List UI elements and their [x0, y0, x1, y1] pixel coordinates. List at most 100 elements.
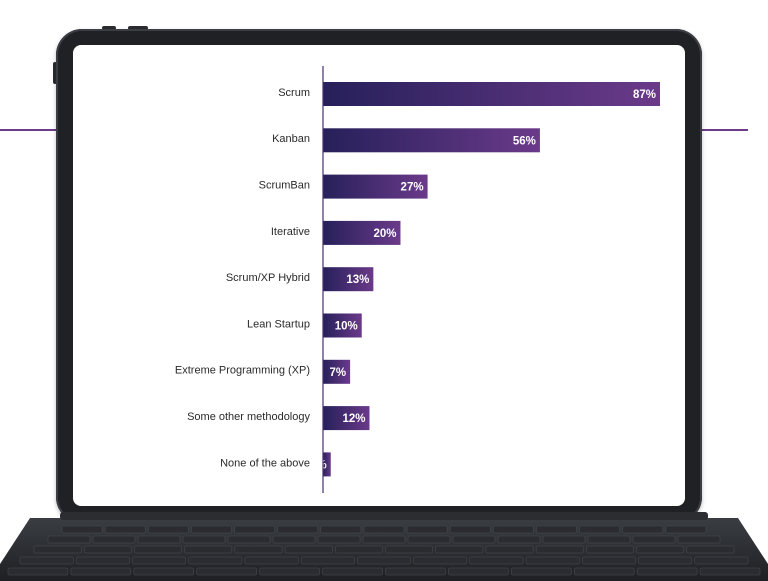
keyboard-key [234, 525, 275, 534]
decorative-line-right [696, 129, 748, 131]
keyboard-key [137, 535, 181, 544]
keyboard-key [277, 525, 319, 534]
keyboard-key [582, 556, 636, 565]
category-label: Kanban [272, 133, 310, 145]
keyboard-hinge [60, 512, 708, 520]
keyboard-key [182, 535, 226, 544]
keyboard-key [148, 525, 189, 534]
keyboard-key [362, 535, 406, 544]
value-label: 13% [346, 274, 369, 286]
keyboard-key [535, 545, 584, 554]
keyboard-key [92, 535, 136, 544]
value-label: 12% [342, 413, 365, 425]
bar [323, 359, 351, 384]
bar [323, 313, 362, 338]
keyboard-key [469, 556, 524, 565]
keyboard-key [134, 545, 182, 554]
keyboard-key [272, 535, 316, 544]
keyboard-key [335, 545, 383, 554]
category-label: Scrum/XP Hybrid [226, 272, 310, 284]
tablet-volume-button [102, 26, 116, 30]
keyboard-key [485, 545, 534, 554]
keyboard [0, 512, 768, 581]
keyboard-key [363, 525, 405, 534]
value-label: 20% [373, 228, 396, 240]
keyboard-key [47, 535, 91, 544]
keyboard-key [622, 525, 664, 534]
keyboard-key [497, 535, 541, 544]
tablet-power-button [128, 26, 148, 30]
keyboard-key [452, 535, 496, 544]
keyboard-key [406, 525, 448, 534]
category-label: None of the above [220, 457, 310, 469]
keyboard-body [0, 518, 768, 581]
keyboard-key [385, 545, 433, 554]
category-label: Scrum [278, 87, 310, 99]
value-label: 27% [401, 182, 424, 194]
category-label: Some other methodology [187, 411, 310, 423]
bar [323, 128, 540, 153]
category-label: Iterative [271, 226, 310, 238]
keyboard-key [448, 567, 509, 576]
keyboard-keys [7, 525, 761, 576]
bar [323, 82, 660, 106]
keyboard-key [694, 556, 749, 565]
keyboard-key [407, 535, 451, 544]
keyboard-key [259, 567, 320, 576]
category-label: ScrumBan [259, 180, 310, 192]
keyboard-key [284, 545, 333, 554]
keyboard-key [19, 556, 74, 565]
keyboard-key [493, 525, 534, 534]
decorative-line-left [0, 129, 62, 131]
keyboard-key [579, 525, 620, 534]
value-label: 2% [310, 459, 327, 471]
keyboard-key [665, 525, 707, 534]
keyboard-key [638, 556, 693, 565]
keyboard-key [686, 545, 735, 554]
bars-group: Scrum 87% Kanban 56% ScrumBan 27% Iterative 20%… [175, 82, 660, 477]
keyboard-key [244, 556, 299, 565]
bar-chart: Scrum 87% Kanban 56% ScrumBan 27% Iterative 20%… [175, 66, 660, 493]
value-label: 56% [513, 135, 536, 147]
tablet-screen: Scrum 87% Kanban 56% ScrumBan 27% Iterative 20%… [73, 45, 685, 506]
keyboard-key [191, 525, 232, 534]
category-label: Extreme Programming (XP) [175, 365, 310, 377]
keyboard-key [227, 535, 271, 544]
category-label: Lean Startup [247, 318, 310, 330]
keyboard-key [587, 535, 631, 544]
keyboard-key [511, 567, 572, 576]
keyboard-key [636, 545, 685, 554]
keyboard-key [449, 525, 491, 534]
keyboard-key [188, 556, 243, 565]
keyboard-key [536, 525, 577, 534]
value-label: 10% [335, 321, 358, 333]
keyboard-key [300, 556, 355, 565]
keyboard-key [132, 556, 186, 565]
value-label: 87% [633, 89, 656, 101]
keyboard-key [699, 567, 761, 576]
keyboard-key [317, 535, 361, 544]
keyboard-key [677, 535, 721, 544]
bar [323, 452, 331, 477]
keyboard-key [322, 567, 383, 576]
keyboard-key [636, 567, 698, 576]
value-label: 7% [329, 367, 346, 379]
keyboard-key [385, 567, 446, 576]
keyboard-key [632, 535, 676, 544]
keyboard-key [133, 567, 194, 576]
keyboard-key [357, 556, 411, 565]
bar [323, 267, 374, 292]
keyboard-key [75, 556, 130, 565]
keyboard-key [184, 545, 233, 554]
keyboard-key [320, 525, 362, 534]
keyboard-key [435, 545, 484, 554]
keyboard-key [196, 567, 257, 576]
bar [323, 220, 401, 245]
keyboard-key [7, 567, 69, 576]
keyboard-key [61, 525, 103, 534]
bar [323, 174, 428, 199]
keyboard-key [33, 545, 82, 554]
keyboard-key [234, 545, 283, 554]
keyboard-key [525, 556, 580, 565]
